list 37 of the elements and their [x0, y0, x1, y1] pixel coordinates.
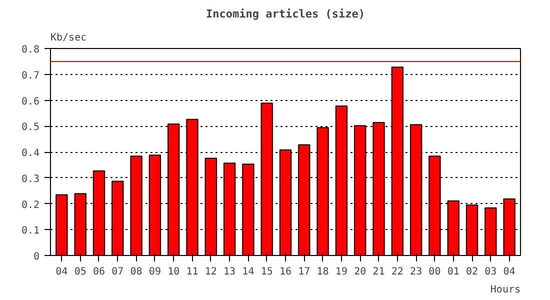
x-axis-title: Hours	[490, 284, 521, 296]
x-tick-label: 19	[335, 266, 348, 278]
x-tick-label: 03	[484, 266, 497, 278]
y-axis-title: Kb/sec	[50, 32, 87, 44]
x-tick-label: 17	[298, 266, 310, 278]
y-tick-label: 0.3	[21, 174, 40, 185]
x-tick-label: 22	[391, 266, 404, 278]
y-tick-label: 0.8	[21, 44, 40, 56]
x-tick-label: 12	[204, 266, 217, 278]
x-tick-label: 11	[186, 266, 198, 278]
x-tick-label: 15	[260, 266, 273, 278]
x-tick-label: 02	[466, 266, 478, 278]
x-tick-label: 07	[112, 266, 124, 278]
x-tick-label: 00	[428, 266, 441, 278]
x-tick-label: 20	[354, 266, 366, 278]
x-tick-label: 06	[92, 266, 106, 278]
y-tick-label: 0.7	[21, 70, 40, 82]
y-tick-label: 0.4	[21, 148, 40, 159]
y-tick-label: 0.1	[21, 226, 40, 237]
y-tick-label: 0.6	[21, 96, 40, 108]
x-tick-label: 14	[242, 266, 254, 278]
x-tick-label: 18	[316, 266, 329, 278]
chart-title: Incoming articles (size)	[206, 8, 365, 20]
y-tick-label: 0.2	[21, 200, 40, 211]
x-tick-label: 05	[74, 266, 86, 278]
x-tick-label: 10	[168, 266, 180, 278]
x-tick-label: 04	[56, 266, 68, 278]
x-tick-label: 16	[279, 266, 292, 278]
x-tick-label: 23	[410, 266, 422, 278]
x-tick-label: 01	[447, 266, 460, 278]
x-tick-label: 13	[224, 266, 236, 278]
x-tick-label: 08	[130, 266, 142, 278]
x-tick-label: 04	[503, 266, 516, 278]
x-tick-label: 09	[148, 266, 161, 278]
y-tick-label: 0	[33, 252, 40, 262]
x-tick-label: 21	[372, 266, 385, 278]
y-tick-label: 0.5	[21, 122, 40, 134]
